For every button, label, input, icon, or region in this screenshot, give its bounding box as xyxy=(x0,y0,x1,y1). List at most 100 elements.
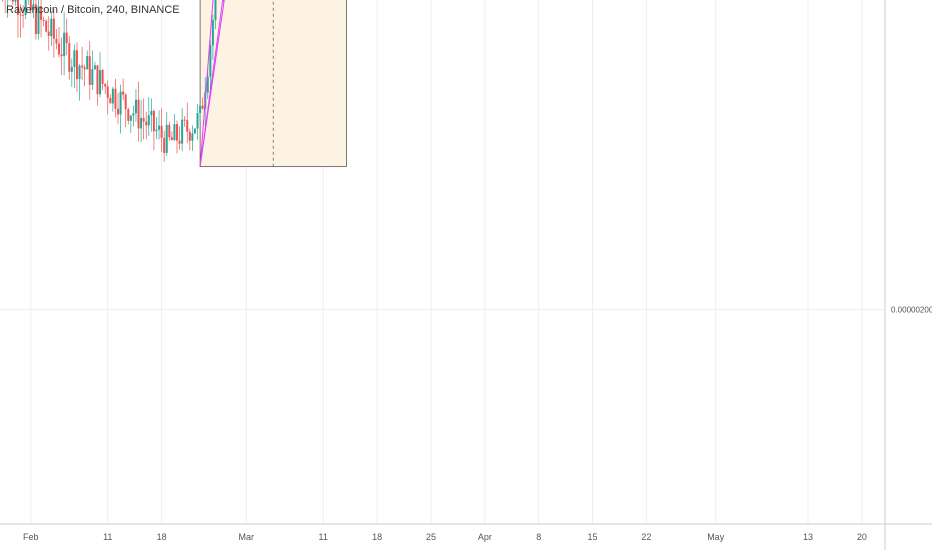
candle-29 xyxy=(73,44,76,88)
candle-body xyxy=(101,70,104,85)
candle-body xyxy=(60,54,63,57)
candle-39 xyxy=(99,52,102,98)
candle-20 xyxy=(50,11,53,46)
candle-body xyxy=(165,124,168,153)
candle-body xyxy=(127,109,130,121)
candle-31 xyxy=(78,63,81,101)
measure-boxes xyxy=(199,0,347,168)
candle-body xyxy=(93,65,96,70)
candle-23 xyxy=(58,26,60,58)
candle-body xyxy=(188,131,191,141)
candle-56 xyxy=(142,98,145,140)
candle-78 xyxy=(199,103,202,122)
candle-body xyxy=(50,18,53,37)
candle-5 xyxy=(11,0,14,6)
candle-68 xyxy=(173,114,176,141)
x-tick-label-4: 11 xyxy=(319,532,328,542)
candle-body xyxy=(68,43,71,72)
candle-46 xyxy=(117,93,119,124)
candle-body xyxy=(178,140,181,144)
candle-body xyxy=(119,91,122,115)
candle-42 xyxy=(106,80,109,115)
candle-49 xyxy=(124,93,127,128)
candle-body xyxy=(168,124,171,138)
candle-55 xyxy=(140,99,143,143)
candle-body xyxy=(122,91,125,95)
candle-3 xyxy=(7,0,9,18)
candle-body xyxy=(140,117,143,129)
candle-79 xyxy=(201,97,204,110)
candle-body xyxy=(65,32,68,44)
candle-40 xyxy=(101,68,104,91)
candle-71 xyxy=(181,107,184,152)
candle-body xyxy=(88,56,91,85)
candle-43 xyxy=(109,94,112,104)
candle-body xyxy=(42,19,45,21)
candle-body xyxy=(124,94,127,110)
candle-body xyxy=(75,50,78,80)
candle-35 xyxy=(88,41,91,100)
candle-30 xyxy=(75,42,78,92)
candle-19 xyxy=(47,16,50,51)
candle-body xyxy=(22,14,25,16)
candle-65 xyxy=(165,112,168,156)
candle-body xyxy=(186,120,189,132)
candle-52 xyxy=(132,105,135,127)
candle-41 xyxy=(104,82,107,95)
candle-37 xyxy=(93,61,96,70)
candle-13 xyxy=(32,0,35,19)
candle-62 xyxy=(158,110,161,140)
candle-body xyxy=(201,105,204,109)
candle-9 xyxy=(22,5,25,29)
candle-15 xyxy=(37,0,40,40)
candle-body xyxy=(181,119,184,144)
candle-body xyxy=(91,69,94,85)
x-tick-label-12: 13 xyxy=(803,532,813,542)
candle-body xyxy=(129,115,132,121)
candle-body xyxy=(117,108,119,115)
candle-body xyxy=(14,0,17,2)
candle-51 xyxy=(129,114,132,133)
x-tick-label-5: 18 xyxy=(372,532,382,542)
x-tick-label-1: 11 xyxy=(103,532,112,542)
candle-21 xyxy=(52,8,55,58)
candle-body xyxy=(78,65,81,80)
candle-body xyxy=(147,115,150,126)
candle-body xyxy=(81,65,84,68)
candle-83 xyxy=(211,14,214,60)
candle-2 xyxy=(4,0,6,14)
candle-body xyxy=(63,32,66,57)
candle-body xyxy=(104,84,107,87)
candle-body xyxy=(134,99,137,114)
candle-22 xyxy=(55,29,58,50)
candle-50 xyxy=(127,107,130,125)
candle-76 xyxy=(193,128,196,135)
candle-body xyxy=(11,0,14,2)
candle-body xyxy=(193,128,196,134)
candle-body xyxy=(40,6,43,20)
candle-70 xyxy=(178,126,181,150)
candle-body xyxy=(24,0,27,16)
candle-body xyxy=(32,4,35,11)
candle-47 xyxy=(119,84,122,134)
x-tick-label-7: Apr xyxy=(478,532,492,542)
candle-body xyxy=(209,45,212,77)
candle-body xyxy=(52,18,55,39)
candle-64 xyxy=(163,130,166,162)
candle-body xyxy=(132,113,135,116)
candle-4 xyxy=(9,0,11,1)
candle-57 xyxy=(145,111,148,140)
candle-body xyxy=(145,121,148,126)
candle-body xyxy=(199,105,202,114)
grid xyxy=(0,0,885,524)
candle-body xyxy=(173,124,176,141)
candle-body xyxy=(114,88,117,109)
candle-body xyxy=(58,43,60,55)
candle-body xyxy=(16,0,19,15)
candle-27 xyxy=(68,35,71,80)
candle-60 xyxy=(152,109,155,151)
candle-28 xyxy=(70,58,73,87)
